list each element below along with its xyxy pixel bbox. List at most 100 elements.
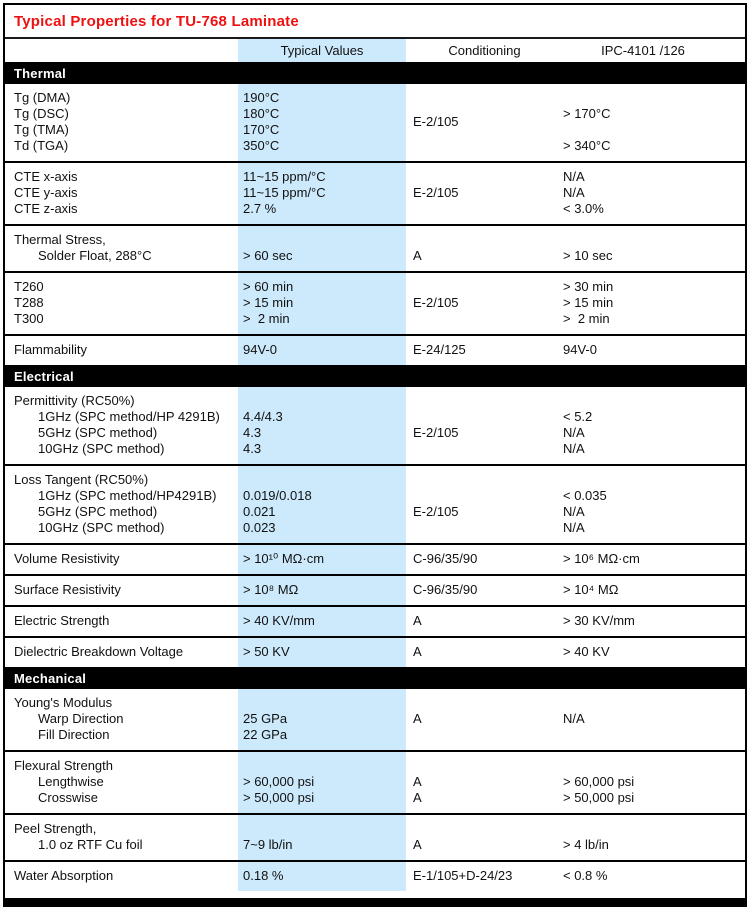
cell-value: > 50,000 psi: [563, 790, 635, 805]
property-label: Loss Tangent (RC50%): [14, 472, 149, 487]
cell-value: 25 GPa: [243, 711, 288, 726]
conditioning-cell: E-24/125: [406, 336, 563, 365]
cell-value: 22 GPa: [243, 727, 288, 742]
table-row: Flammability 94V-0 E-24/125 94V-0: [5, 334, 745, 365]
property-label: Flexural Strength: [14, 758, 113, 773]
cell-value: [413, 758, 563, 774]
cell-value: [413, 488, 563, 504]
cell-value: A: [413, 644, 422, 659]
table-row: Loss Tangent (RC50%) 1GHz (SPC method/HP4…: [5, 464, 745, 543]
typical-value-cell: > 10⁸ MΩ: [238, 576, 406, 605]
cell-value: E-2/105: [413, 425, 459, 440]
ipc-spec-cell: > 10 sec: [563, 226, 745, 271]
table-row: Water Absorption 0.18 % E-1/105+D-24/23 < 0…: [5, 860, 745, 891]
table-row: Tg (DMA) Tg (DSC) Tg (TMA) Td (TGA) 190°C 180…: [5, 84, 745, 161]
cell-value: 170°C: [243, 122, 280, 137]
cell-value: 0.021: [243, 504, 276, 519]
ipc-spec-cell: N/A N/A < 3.0%: [563, 163, 745, 224]
cell-value: [563, 393, 745, 409]
property-label: Surface Resistivity: [14, 582, 121, 597]
table-row: Surface Resistivity > 10⁸ MΩ C-96/35/90 > 1…: [5, 574, 745, 605]
cell-value: [413, 393, 563, 409]
cell-value: E-2/105: [413, 504, 459, 519]
cell-value: N/A: [563, 520, 585, 535]
property-label: Td (TGA): [14, 138, 69, 153]
cell-value: [563, 472, 745, 488]
cell-value: E-24/125: [413, 342, 466, 357]
property-label: Crosswise: [38, 790, 98, 805]
property-label: CTE x-axis: [14, 169, 78, 184]
ipc-spec-cell: < 5.2 N/A N/A: [563, 387, 745, 464]
property-label: Permittivity (RC50%): [14, 393, 135, 408]
cell-value: [243, 695, 406, 711]
table-row: Flexural Strength Lengthwise Crosswise > 60…: [5, 750, 745, 813]
ipc-spec-cell: > 170°C > 340°C: [563, 84, 745, 161]
cell-value: 350°C: [243, 138, 280, 153]
cell-value: E-1/105+D-24/23: [413, 868, 513, 883]
typical-value-cell: > 10¹⁰ MΩ·cm: [238, 545, 406, 574]
cell-value: [563, 90, 745, 106]
cell-value: > 340°C: [563, 138, 611, 153]
cell-value: [243, 472, 406, 488]
cell-value: N/A: [563, 185, 585, 200]
table-row: Thermal Stress, Solder Float, 288°C > 60 s…: [5, 224, 745, 271]
property-cell: Electric Strength: [5, 607, 238, 636]
typical-value-cell: > 60 min > 15 min > 2 min: [238, 273, 406, 334]
cell-value: [563, 232, 745, 248]
typical-value-cell: > 40 KV/mm: [238, 607, 406, 636]
cell-value: N/A: [563, 711, 585, 726]
cell-value: N/A: [563, 504, 585, 519]
cell-value: [413, 232, 563, 248]
conditioning-cell: E-2/105: [406, 84, 563, 161]
cell-value: A: [413, 613, 422, 628]
property-label: Young's Modulus: [14, 695, 113, 710]
cell-value: > 10⁸ MΩ: [243, 582, 299, 597]
typical-value-cell: > 60,000 psi > 50,000 psi: [238, 752, 406, 813]
table-row: Dielectric Breakdown Voltage > 50 KV A > 40…: [5, 636, 745, 667]
table-row: Electric Strength > 40 KV/mm A > 30 KV/mm: [5, 605, 745, 636]
cell-value: [413, 821, 563, 837]
property-label: 5GHz (SPC method): [38, 504, 158, 519]
cell-value: < 3.0%: [563, 201, 604, 216]
cell-value: < 0.035: [563, 488, 607, 503]
cell-value: > 60,000 psi: [243, 774, 315, 789]
cell-value: > 4 lb/in: [563, 837, 609, 852]
cell-value: > 2 min: [563, 311, 610, 326]
table-row: Volume Resistivity > 10¹⁰ MΩ·cm C-96/35/90…: [5, 543, 745, 574]
property-label: Tg (DSC): [14, 106, 69, 121]
datasheet-table: Typical Properties for TU-768 Laminate T…: [3, 3, 747, 907]
ipc-spec-cell: N/A: [563, 689, 745, 750]
typical-value-cell: 7~9 lb/in: [238, 815, 406, 860]
ipc-spec-cell: < 0.035 N/A N/A: [563, 466, 745, 543]
property-label: Dielectric Breakdown Voltage: [14, 644, 184, 659]
typical-value-cell: > 50 KV: [238, 638, 406, 667]
ipc-spec-cell: < 0.8 %: [563, 862, 745, 891]
ipc-spec-cell: > 10⁶ MΩ·cm: [563, 545, 745, 574]
cell-value: 190°C: [243, 90, 280, 105]
property-label: CTE z-axis: [14, 201, 78, 216]
cell-value: > 15 min: [563, 295, 614, 310]
property-label: Lengthwise: [38, 774, 104, 789]
cell-value: [413, 472, 563, 488]
cell-value: 4.3: [243, 441, 262, 456]
cell-value: > 30 min: [563, 279, 614, 294]
column-header-conditioning: Conditioning: [448, 43, 521, 58]
conditioning-cell: C-96/35/90: [406, 576, 563, 605]
property-label: 1GHz (SPC method/HP4291B): [38, 488, 217, 503]
table-row: Young's Modulus Warp Direction Fill Direct…: [5, 689, 745, 750]
property-label: Tg (TMA): [14, 122, 69, 137]
cell-value: < 5.2: [563, 409, 593, 424]
conditioning-cell: E-2/105: [406, 163, 563, 224]
conditioning-cell: A: [406, 226, 563, 271]
cell-value: 11~15 ppm/°C: [243, 169, 326, 184]
cell-value: E-2/105: [413, 114, 459, 129]
ipc-spec-cell: > 10⁴ MΩ: [563, 576, 745, 605]
property-cell: Dielectric Breakdown Voltage: [5, 638, 238, 667]
ipc-spec-cell: > 60,000 psi > 50,000 psi: [563, 752, 745, 813]
property-label: Water Absorption: [14, 868, 114, 883]
cell-value: 2.7 %: [243, 201, 277, 216]
column-header-ipc-4101: IPC-4101 /126: [601, 43, 685, 58]
section-header: Thermal: [5, 62, 745, 84]
cell-value: > 15 min: [243, 295, 294, 310]
conditioning-cell: E-2/105: [406, 466, 563, 543]
